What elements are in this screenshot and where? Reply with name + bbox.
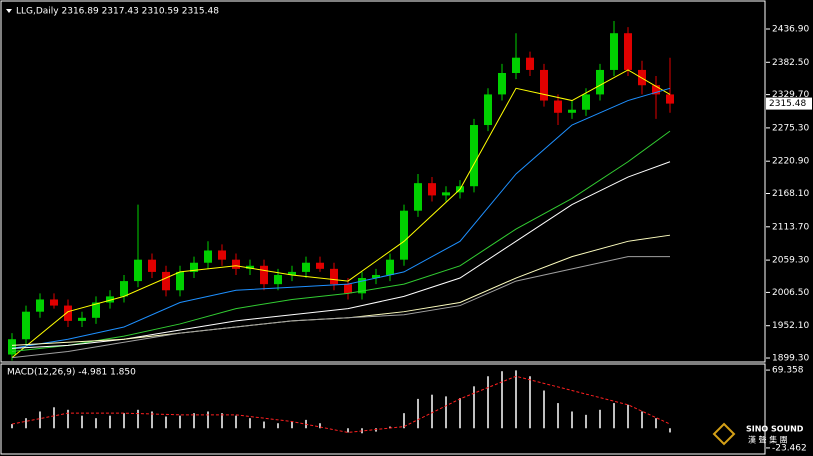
candle-body <box>204 250 212 263</box>
moving-average <box>11 130 671 352</box>
candle-body <box>372 274 380 279</box>
candle-body <box>92 302 100 318</box>
y-tick-label: 2006.50 <box>772 288 809 298</box>
price-frame <box>0 0 766 363</box>
candle-body <box>288 271 296 275</box>
candle-body <box>652 85 660 95</box>
candle-body <box>50 299 58 306</box>
moving-average <box>11 87 671 349</box>
candle-body <box>134 259 142 282</box>
candle-body <box>302 262 310 272</box>
y-tick-label: 1899.30 <box>772 354 809 364</box>
candle-body <box>120 281 128 297</box>
y-tick-label: 2436.90 <box>772 24 809 34</box>
y-tick-label: -23.462 <box>772 443 807 453</box>
y-tick-label: 2059.30 <box>772 256 809 266</box>
candle-body <box>400 210 408 260</box>
candle-body <box>512 57 520 73</box>
y-tick-label: 2382.50 <box>772 58 809 68</box>
candle-body <box>148 259 156 272</box>
candle-body <box>260 265 268 285</box>
candle-body <box>218 250 226 260</box>
logo-subtext: 漢 聲 集 團 <box>748 435 788 445</box>
y-tick-label: 69.358 <box>772 366 804 376</box>
candle-body <box>36 299 44 312</box>
candle-body <box>596 69 604 95</box>
moving-average <box>11 69 671 358</box>
candle-body <box>484 94 492 126</box>
moving-average <box>11 256 670 359</box>
candle-body <box>414 183 422 211</box>
candle-body <box>498 72 506 95</box>
candle-body <box>162 271 170 291</box>
candle-body <box>666 94 674 104</box>
macd-frame <box>0 363 766 455</box>
logo: SINO SOUND 漢 聲 集 團 <box>712 422 804 446</box>
chart-title: LLG,Daily 2316.89 2317.43 2310.59 2315.4… <box>16 7 219 17</box>
menu-arrow <box>6 9 12 13</box>
candle-body <box>428 183 436 196</box>
candle-body <box>358 278 366 294</box>
candle-body <box>246 265 254 269</box>
y-tick-label: 2329.70 <box>772 90 809 100</box>
last-price-label: 2315.48 <box>769 99 806 109</box>
candle-body <box>330 268 338 285</box>
candle-body <box>624 33 632 70</box>
candle-body <box>554 100 562 113</box>
signal-line <box>11 375 671 433</box>
candle-body <box>470 125 478 187</box>
candle-body <box>190 262 198 272</box>
y-tick-label: 2220.90 <box>772 157 809 167</box>
logo-icon <box>712 422 736 446</box>
candle-body <box>386 259 394 275</box>
last-price-box <box>766 97 812 110</box>
candle-body <box>78 317 86 321</box>
candle-body <box>274 274 282 285</box>
candle-body <box>232 259 240 269</box>
candle-body <box>316 262 324 269</box>
candle-body <box>582 94 590 110</box>
candle-body <box>106 296 114 303</box>
y-tick-label: 2275.30 <box>772 123 809 133</box>
candle-body <box>610 33 618 70</box>
candle-body <box>442 192 450 196</box>
candle-body <box>540 69 548 101</box>
candle-body <box>568 109 576 113</box>
candle-body <box>8 339 16 355</box>
candle-body <box>344 284 352 294</box>
candle-body <box>22 311 30 340</box>
y-tick-label: 2168.10 <box>772 189 809 199</box>
macd-title: MACD(12,26,9) -4.981 1.850 <box>7 368 136 378</box>
candle-body <box>176 271 184 291</box>
logo-text: SINO SOUND <box>746 425 804 434</box>
candle-body <box>526 57 534 70</box>
y-tick-label: 2113.70 <box>772 222 809 232</box>
y-tick-label: 1952.10 <box>772 321 809 331</box>
candle-body <box>64 305 72 321</box>
